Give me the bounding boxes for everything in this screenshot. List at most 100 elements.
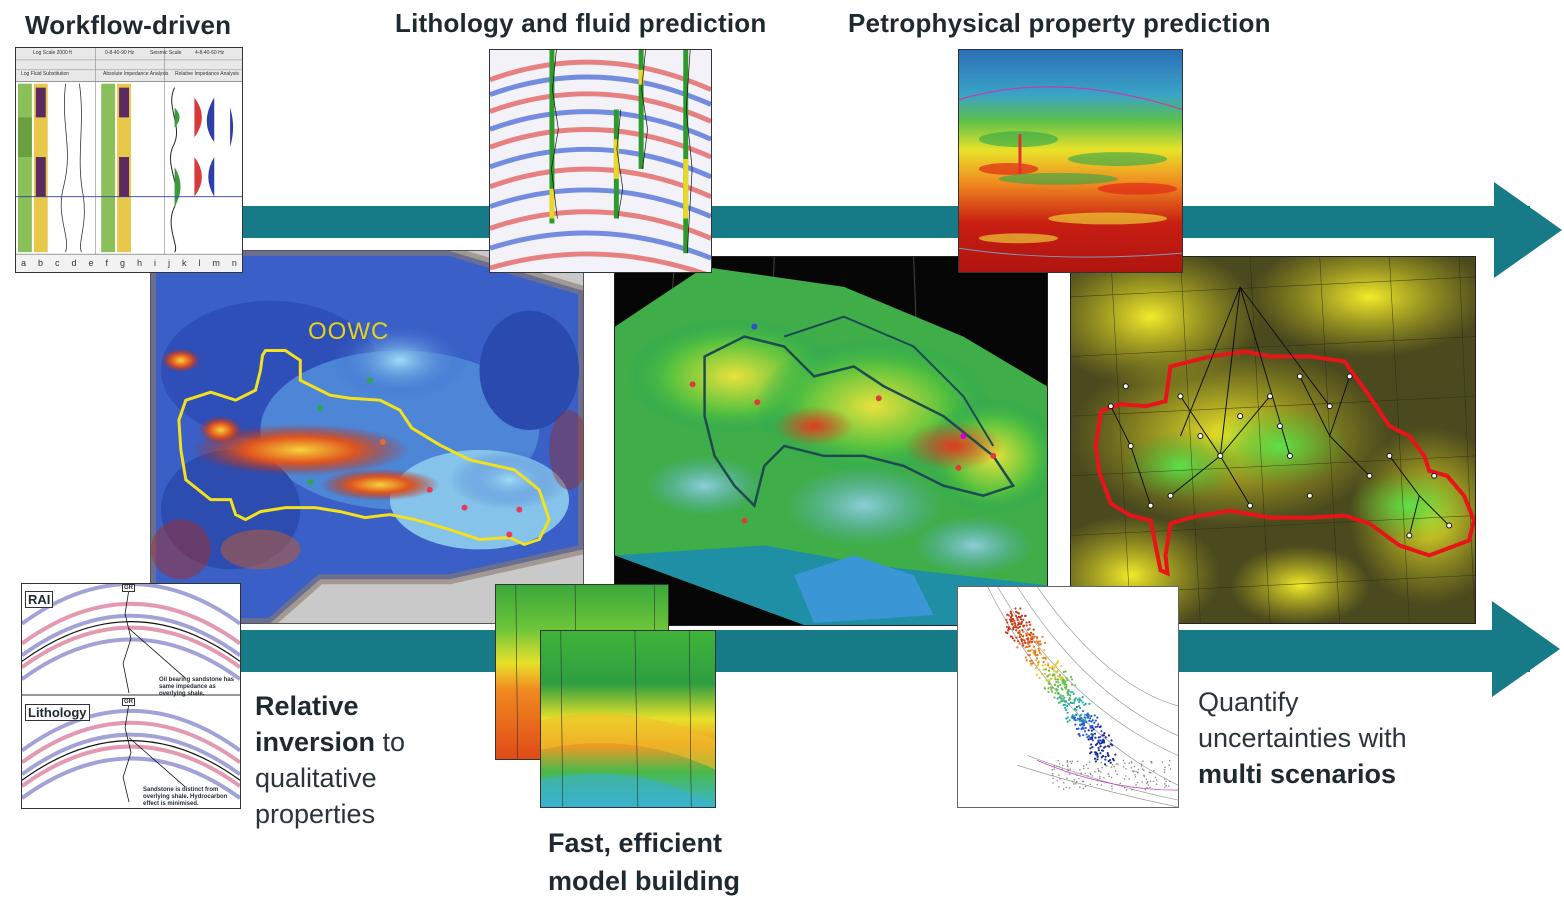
crossplot-point <box>1161 761 1164 763</box>
crossplot-point <box>1029 659 1032 663</box>
crossplot-point <box>1028 620 1031 624</box>
crossplot-point <box>1087 729 1090 732</box>
crossplot-point <box>1070 683 1074 686</box>
crossplot-point <box>1017 621 1020 624</box>
crossplot-point <box>1021 642 1024 645</box>
crossplot-point <box>1097 741 1100 744</box>
crossplot-point <box>1090 733 1093 736</box>
crossplot-point <box>1027 653 1030 657</box>
crossplot-point <box>1082 721 1086 725</box>
crossplot-point <box>1057 660 1060 663</box>
crossplot-point <box>1037 662 1040 665</box>
crossplot-point <box>1020 620 1024 624</box>
crossplot-point <box>1022 624 1026 627</box>
crossplot-point <box>1104 736 1107 739</box>
crossplot-point <box>1081 722 1084 725</box>
rai-lithology-inset <box>21 583 241 809</box>
crossplot-point <box>1018 625 1022 628</box>
crossplot-point <box>1130 766 1133 769</box>
crossplot-point <box>1062 703 1065 707</box>
crossplot-point <box>1051 774 1054 777</box>
crossplot-point <box>1118 784 1121 786</box>
crossplot-point <box>1067 768 1069 771</box>
crossplot-point <box>1101 766 1103 769</box>
crossplot-point <box>1016 646 1019 649</box>
crossplot-point <box>1048 682 1051 685</box>
crossplot-point <box>1079 706 1082 710</box>
crossplot-point <box>1060 664 1063 667</box>
crossplot-point <box>1146 786 1148 789</box>
crossplot-point <box>1070 716 1073 719</box>
crossplot-point <box>1091 775 1094 777</box>
crossplot-point <box>1155 779 1158 781</box>
crossplot-point <box>1073 779 1076 781</box>
crossplot-point <box>1056 684 1059 688</box>
crossplot-point <box>1016 616 1019 619</box>
crossplot-point <box>1091 726 1094 729</box>
crossplot-point <box>1164 766 1166 769</box>
crossplot-point <box>1030 664 1033 667</box>
crossplot-point <box>1083 713 1087 716</box>
crossplot-point <box>1097 768 1099 770</box>
crossplot-point <box>1018 642 1021 645</box>
crossplot-point <box>1061 676 1064 679</box>
crossplot-point <box>1087 767 1089 770</box>
crossplot-point <box>1096 752 1099 755</box>
crossplot-point <box>1067 765 1069 768</box>
crossplot-point <box>1047 687 1050 690</box>
crossplot-point <box>1122 765 1125 768</box>
crossplot-point <box>1034 658 1038 662</box>
crossplot-point <box>1069 768 1072 770</box>
crossplot-point <box>1169 768 1172 770</box>
crossplot-point <box>1015 636 1018 639</box>
crossplot-point <box>1140 763 1143 766</box>
crossplot-point <box>1021 628 1024 632</box>
lower-arrow-shaft <box>230 630 1530 672</box>
crossplot-point <box>1078 700 1081 704</box>
crossplot-point <box>1016 618 1019 622</box>
crossplot-point <box>1090 751 1093 754</box>
crossplot-point <box>1131 788 1133 791</box>
caption-relative-rest-3: properties <box>255 799 376 829</box>
crossplot-point <box>1082 787 1085 790</box>
crossplot-point <box>1074 723 1077 726</box>
crossplot-point <box>1094 719 1097 722</box>
crossplot-point <box>1053 765 1056 767</box>
crossplot-point <box>1089 772 1092 775</box>
crossplot-point <box>1108 775 1110 778</box>
crossplot-point <box>1068 719 1071 722</box>
crossplot-point <box>1039 652 1043 655</box>
crossplot-point <box>1091 719 1094 722</box>
crossplot-point <box>1090 743 1093 746</box>
crossplot-point <box>1093 732 1097 735</box>
crossplot-point <box>1013 639 1016 642</box>
crossplot-point <box>1006 621 1009 624</box>
crossplot-point <box>1080 713 1083 716</box>
crossplot-point <box>1094 725 1097 728</box>
crossplot-point <box>1088 719 1091 722</box>
crossplot-point <box>1100 756 1103 759</box>
crossplot-point <box>1017 626 1020 629</box>
lithology-seismic-section <box>489 49 712 273</box>
crossplot-point <box>1093 714 1096 717</box>
crossplot-point <box>1100 784 1103 786</box>
crossplot-point <box>1099 752 1102 755</box>
crossplot-point <box>1140 765 1143 767</box>
crossplot-point <box>1030 631 1033 634</box>
crossplot-point <box>1112 759 1115 762</box>
crossplot-point <box>1099 725 1102 729</box>
crossplot-point <box>1101 749 1105 752</box>
crossplot-point <box>1065 676 1068 680</box>
crossplot-point <box>1097 749 1100 752</box>
crossplot-point <box>1155 783 1158 785</box>
crossplot-point <box>1046 679 1049 682</box>
crossplot-point <box>1074 697 1077 700</box>
crossplot-point <box>1077 727 1080 730</box>
crossplot-point <box>1075 727 1078 731</box>
crossplot-point <box>1136 771 1139 774</box>
crossplot-point <box>1054 691 1057 695</box>
crossplot-point <box>1098 742 1102 745</box>
crossplot-point <box>1142 769 1145 771</box>
crossplot-point <box>1035 673 1039 676</box>
crossplot-point <box>1113 765 1115 768</box>
